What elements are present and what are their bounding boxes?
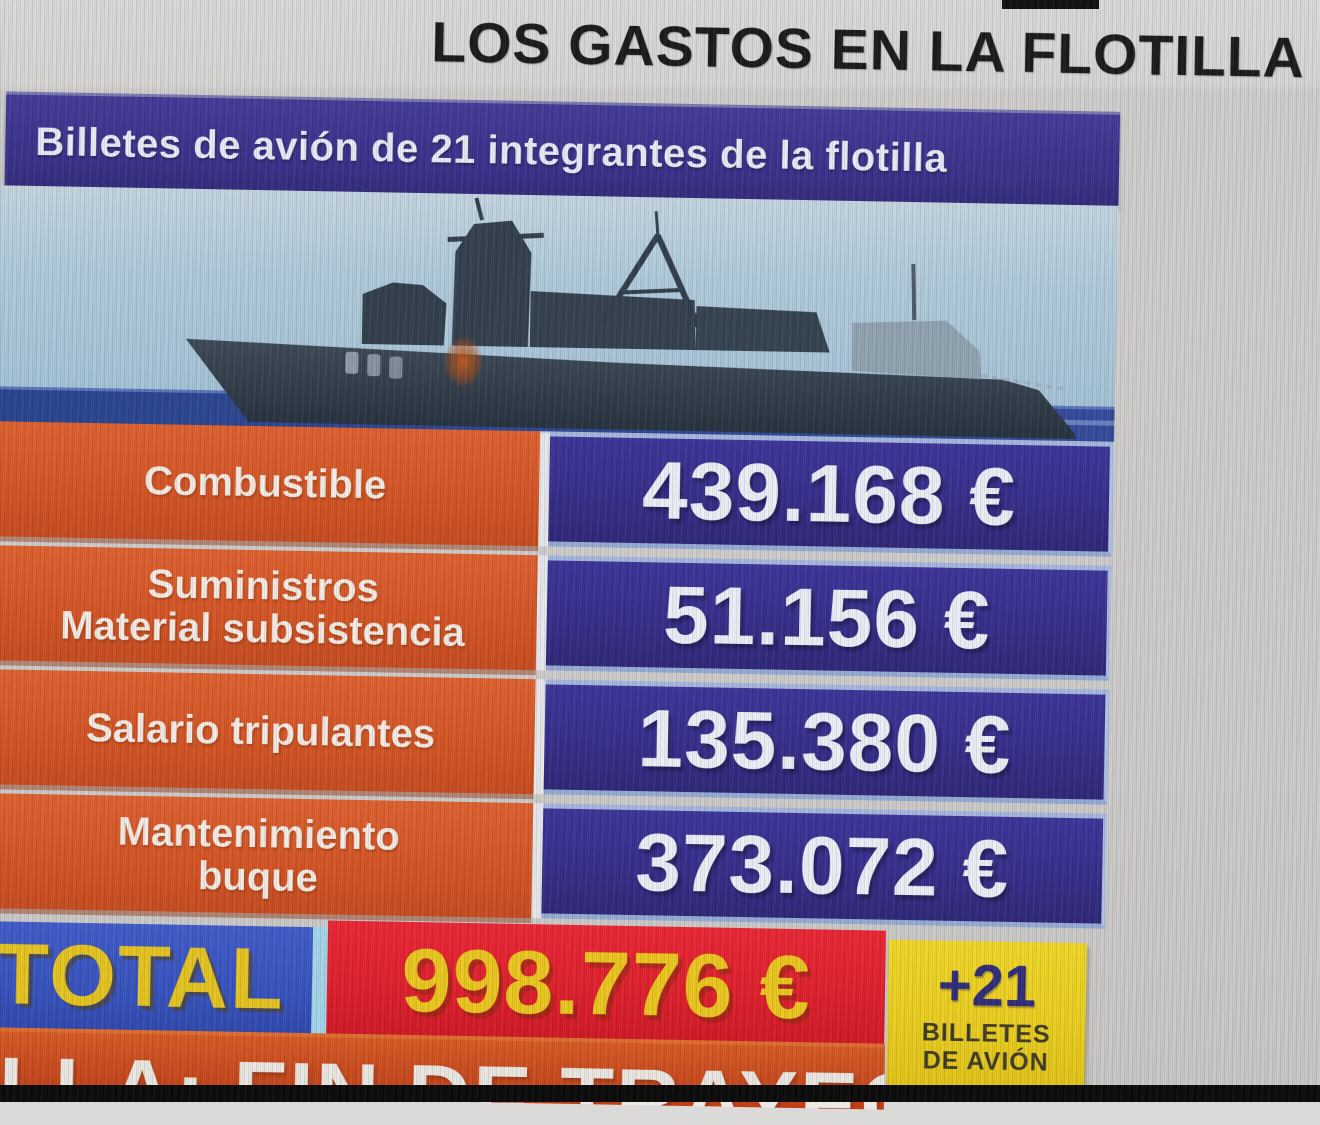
expense-label-line1: Suministros bbox=[147, 562, 380, 611]
expense-label: Mantenimiento buque bbox=[0, 793, 534, 919]
total-label: TOTAL bbox=[0, 925, 286, 1028]
total-value: 998.776 € bbox=[400, 930, 812, 1039]
expense-value: 373.072 € bbox=[541, 803, 1108, 929]
expense-label-line1: Mantenimiento bbox=[117, 809, 401, 859]
top-right-black-bar bbox=[1002, 0, 1099, 9]
expense-label-line1: Combustible bbox=[143, 459, 387, 508]
expense-label: Suministros Material subsistencia bbox=[0, 545, 538, 671]
expense-value: 439.168 € bbox=[548, 431, 1115, 557]
plane-tickets-badge: +21 BILLETES DE AVIÓN bbox=[886, 939, 1087, 1094]
expense-label-line2: Material subsistencia bbox=[59, 602, 466, 655]
page-title: LOS GASTOS EN LA FLOTILLA bbox=[430, 10, 1306, 91]
expense-label: Combustible bbox=[0, 421, 541, 547]
subtitle-banner-text: Billetes de avión de 21 integrantes de l… bbox=[35, 119, 948, 181]
tickets-count: +21 bbox=[937, 952, 1037, 1020]
expense-value: 135.380 € bbox=[543, 679, 1110, 805]
tickets-line1: BILLETES bbox=[921, 1018, 1051, 1049]
tickets-line2: DE AVIÓN bbox=[922, 1046, 1049, 1077]
expense-row-mantenimiento: Mantenimiento buque 373.072 € bbox=[0, 793, 1108, 929]
total-value-box: 998.776 € bbox=[326, 920, 887, 1050]
bottom-black-bar bbox=[0, 1085, 1320, 1102]
expense-row-combustible: Combustible 439.168 € bbox=[0, 421, 1115, 557]
expense-row-salario: Salario tripulantes 135.380 € bbox=[0, 669, 1110, 805]
expense-label: Salario tripulantes bbox=[0, 669, 536, 795]
ship-silhouette-icon bbox=[185, 197, 1077, 440]
total-label-box: TOTAL bbox=[0, 921, 314, 1034]
expense-label-line2: buque bbox=[197, 853, 319, 900]
expense-row-suministros: Suministros Material subsistencia 51.156… bbox=[0, 545, 1112, 681]
expense-value: 51.156 € bbox=[545, 555, 1112, 681]
expense-label-line1: Salario tripulantes bbox=[85, 706, 436, 757]
ship-photo bbox=[0, 185, 1119, 444]
